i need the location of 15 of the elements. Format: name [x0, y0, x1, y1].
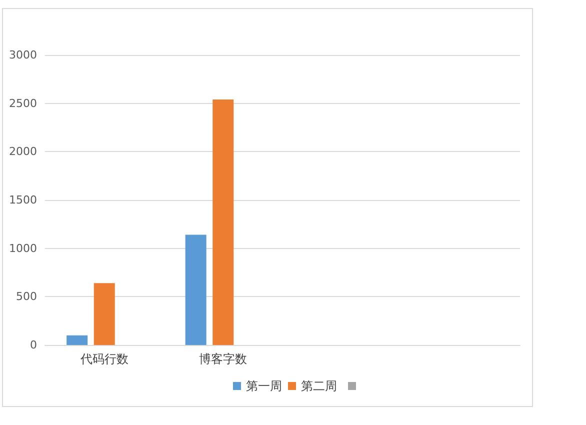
y-tick-label: 500: [16, 290, 37, 304]
bar: [212, 99, 234, 345]
y-tick-label: 3000: [9, 48, 37, 62]
bar: [185, 234, 206, 345]
y-tick-label: 1000: [9, 242, 37, 255]
y-tick-label: 0: [30, 338, 37, 352]
legend-label: 第一周: [246, 379, 282, 393]
x-tick-label: 博客字数: [199, 352, 248, 366]
y-tick-label: 2500: [9, 96, 37, 110]
y-tick-label: 1500: [9, 194, 37, 206]
legend-label: 第二周: [301, 379, 337, 393]
bar: [66, 335, 88, 345]
y-tick-label: 2000: [9, 145, 37, 158]
x-tick-label: 代码行数: [79, 352, 128, 366]
bar: [94, 283, 115, 345]
